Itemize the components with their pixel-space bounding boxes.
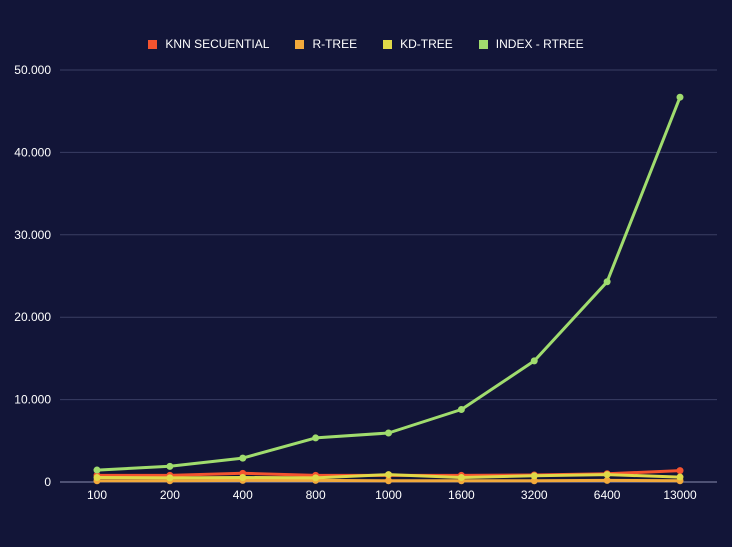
data-point-kd-tree[interactable] <box>239 473 247 481</box>
data-point-kd-tree[interactable] <box>676 473 684 481</box>
y-tick-label: 50.000 <box>14 63 51 77</box>
legend-item-kd-tree[interactable]: KD-TREE <box>383 37 453 51</box>
series-layer <box>93 93 684 485</box>
data-point-kd-tree[interactable] <box>166 474 174 482</box>
legend-swatch-kd-tree <box>383 39 393 49</box>
y-tick-label: 20.000 <box>14 310 51 324</box>
data-point-index-rtree[interactable] <box>239 454 247 462</box>
data-point-index-rtree[interactable] <box>603 278 611 286</box>
data-point-index-rtree[interactable] <box>385 429 392 437</box>
data-point-index-rtree[interactable] <box>166 462 174 470</box>
x-tick-label: 400 <box>233 488 253 502</box>
data-point-index-rtree[interactable] <box>93 466 101 474</box>
legend-label-index-rtree: INDEX - RTREE <box>495 37 584 51</box>
data-point-index-rtree[interactable] <box>676 93 684 101</box>
legend-label-r-tree: R-TREE <box>312 37 358 51</box>
series-index-rtree <box>93 93 684 474</box>
y-tick-label: 10.000 <box>14 393 51 407</box>
data-point-kd-tree[interactable] <box>385 471 392 479</box>
x-tick-label: 1000 <box>375 488 402 502</box>
legend-item-index-rtree[interactable]: INDEX - RTREE <box>478 37 584 51</box>
x-tick-label: 6400 <box>594 488 621 502</box>
data-point-kd-tree[interactable] <box>603 471 611 479</box>
data-point-knn-secuential[interactable] <box>676 467 684 475</box>
data-point-kd-tree[interactable] <box>530 472 538 480</box>
y-tick-label: 30.000 <box>14 228 51 242</box>
x-tick-label: 100 <box>87 488 107 502</box>
data-point-index-rtree[interactable] <box>312 434 320 442</box>
x-tick-label: 3200 <box>521 488 548 502</box>
data-point-r-tree[interactable] <box>530 477 538 485</box>
x-tick-label: 13000 <box>663 488 697 502</box>
x-tick-label: 1600 <box>448 488 475 502</box>
data-point-kd-tree[interactable] <box>312 474 320 482</box>
x-tick-label: 200 <box>160 488 180 502</box>
legend-swatch-knn-secuential <box>148 39 158 49</box>
series-line-index-rtree <box>95 95 682 472</box>
legend-swatch-index-rtree <box>478 39 488 49</box>
data-point-r-tree[interactable] <box>385 477 392 485</box>
legend-swatch-r-tree <box>295 39 305 49</box>
data-point-kd-tree[interactable] <box>457 473 465 481</box>
grid-layer <box>60 69 717 483</box>
data-point-index-rtree[interactable] <box>457 405 465 413</box>
legend-item-r-tree[interactable]: R-TREE <box>295 37 357 51</box>
data-point-kd-tree[interactable] <box>93 473 101 481</box>
x-tick-label: 800 <box>306 488 326 502</box>
x-axis: 100 200 400 800 1000 1600 3200 6400 13000 <box>87 488 697 502</box>
data-point-index-rtree[interactable] <box>530 357 538 365</box>
legend-label-knn-secuential: KNN SECUENTIAL <box>165 37 270 51</box>
legend-item-knn-secuential[interactable]: KNN SECUENTIAL <box>148 37 269 51</box>
y-axis: 0 10.000 20.000 30.000 40.000 50.000 <box>14 63 51 489</box>
y-tick-label: 40.000 <box>14 145 51 159</box>
series-kd-tree <box>93 471 684 482</box>
legend: KNN SECUENTIAL R-TREE KD-TREE INDEX - RT… <box>0 37 732 51</box>
data-point-r-tree[interactable] <box>603 476 611 484</box>
legend-label-kd-tree: KD-TREE <box>400 37 453 51</box>
y-tick-label: 0 <box>44 475 51 489</box>
